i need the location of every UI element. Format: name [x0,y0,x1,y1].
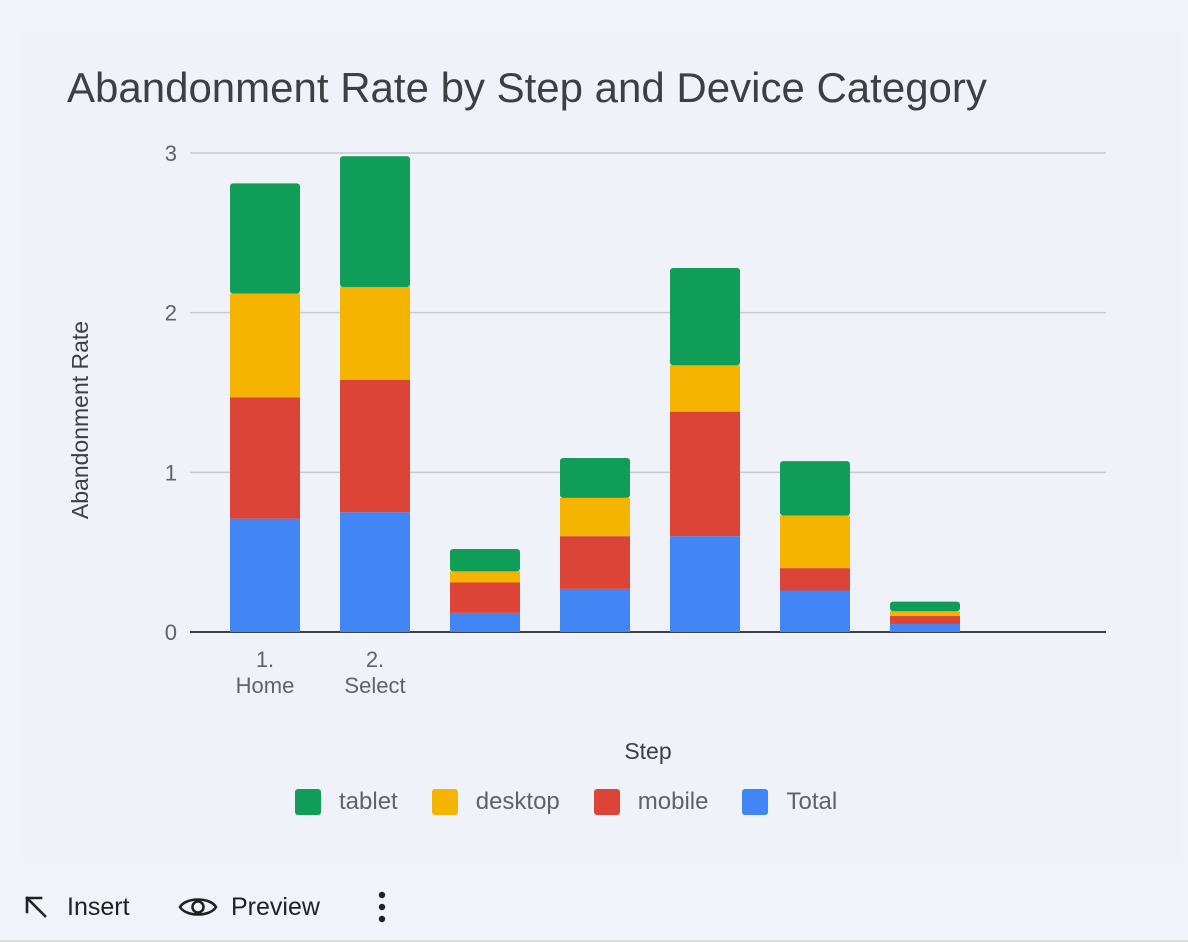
legend-item-total[interactable]: Total [742,788,837,816]
chart-card [22,30,1182,862]
legend-swatch [431,789,458,815]
legend: tablet desktop mobile Total [295,788,871,816]
legend-label: tablet [339,788,398,815]
bar-segment-desktop[interactable] [560,497,630,537]
bar-segment-total[interactable] [450,612,520,632]
bar-segment-mobile[interactable] [560,536,630,589]
legend-label: Total [786,788,838,815]
bar-segment-mobile[interactable] [890,616,960,625]
legend-swatch [742,789,769,815]
bar-segment-desktop[interactable] [670,365,740,412]
bar-segment-tablet[interactable] [890,601,960,612]
bar-segment-tablet[interactable] [230,183,300,294]
bar-segment-desktop[interactable] [450,571,520,583]
bar-segment-tablet[interactable] [450,548,520,572]
bar-segment-desktop[interactable] [230,293,300,398]
y-tick-label: 3 [165,141,177,166]
y-axis-ticks: 0 1 2 3 [165,141,177,645]
preview-button[interactable]: Preview [178,893,320,922]
y-axis-label: Abandonment Rate [67,321,93,519]
insert-label: Insert [67,892,130,921]
legend-label: desktop [475,788,560,815]
legend-label: mobile [637,788,709,815]
bar-segment-mobile[interactable] [670,411,740,537]
bar-segment-tablet[interactable] [670,267,740,366]
bar-segment-total[interactable] [670,536,740,632]
x-axis-ticks: 1. Home 2. Select [236,647,406,698]
bar-segment-desktop[interactable] [780,515,850,569]
bar-segment-desktop[interactable] [890,611,960,617]
bar-segment-total[interactable] [560,588,630,632]
bar-segment-desktop[interactable] [340,287,410,380]
bar-segment-total[interactable] [780,590,850,632]
y-tick-label: 0 [165,620,177,645]
y-tick-label: 1 [165,460,177,485]
bar-segment-total[interactable] [230,518,300,632]
bar-segment-mobile[interactable] [450,582,520,613]
y-tick-label: 2 [165,301,177,326]
eye-icon [178,893,218,921]
x-tick-label: 2. Select [344,647,405,698]
more-options-button[interactable] [372,890,392,924]
bar-segment-tablet[interactable] [340,156,410,288]
bar-segment-tablet[interactable] [560,457,630,498]
more-vert-icon [372,890,392,924]
legend-swatch [593,789,620,815]
bar-segment-mobile[interactable] [230,397,300,519]
bar-segment-tablet[interactable] [780,461,850,516]
x-axis-label: Step [624,738,671,764]
legend-item-desktop[interactable]: desktop [431,788,560,816]
bars [230,156,960,632]
legend-item-tablet[interactable]: tablet [295,788,398,816]
legend-item-mobile[interactable]: mobile [593,788,709,816]
bar-segment-total[interactable] [340,512,410,632]
bar-segment-mobile[interactable] [340,379,410,513]
insert-button[interactable]: Insert [22,893,130,922]
legend-swatch [295,789,321,815]
bar-segment-mobile[interactable] [780,568,850,591]
chart-title: Abandonment Rate by Step and Device Cate… [67,64,987,111]
x-tick-label: 1. Home [236,647,295,698]
gridlines [190,152,1106,633]
arrow-up-left-icon [22,893,50,921]
bar-segment-total[interactable] [890,624,960,632]
bottom-toolbar: Insert Preview [0,872,1188,942]
bottom-divider [0,940,1188,942]
chart-plot: 0 1 2 3 1. Home 2. Select Abandonment Rate Ste… [67,141,1106,764]
preview-label: Preview [231,892,320,921]
